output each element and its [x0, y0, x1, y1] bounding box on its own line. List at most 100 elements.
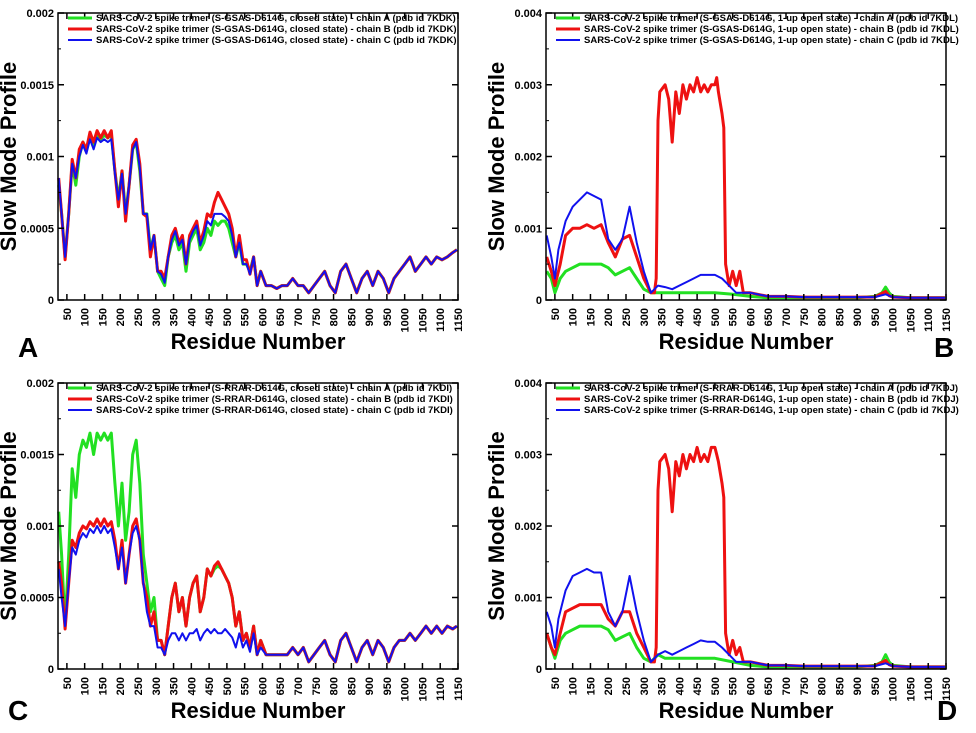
x-tick-label: 1000 — [888, 677, 900, 701]
y-tick-label: 0.004 — [514, 8, 542, 20]
x-tick-label: 650 — [275, 677, 287, 695]
y-tick-label: 0 — [48, 664, 54, 676]
x-tick-label: 1150 — [453, 677, 465, 701]
x-tick-label: 800 — [329, 677, 341, 695]
x-tick-label: 950 — [382, 677, 394, 695]
panel-letter: A — [18, 332, 38, 363]
x-tick-label: 900 — [852, 308, 864, 326]
panel-c: 0 0.0005 0.001 0.0015 0.002 50 100 150 200 250 300… — [0, 378, 465, 726]
x-tick-label: 550 — [240, 308, 252, 326]
x-axis-title: Residue Number — [171, 329, 346, 354]
series-line-chain-c — [57, 525, 458, 663]
x-tick-label: 500 — [710, 308, 722, 326]
x-tick-label: 200 — [115, 677, 127, 695]
x-tick-label: 950 — [870, 308, 882, 326]
x-tick-label: 750 — [799, 677, 811, 695]
x-tick-label: 250 — [133, 677, 145, 695]
y-tick-label: 0.002 — [26, 8, 54, 20]
x-tick-label: 100 — [80, 677, 92, 695]
y-tick-label: 0.001 — [26, 521, 54, 533]
legend-label: SARS-CoV-2 spike trimer (S-RRAR-D614G, c… — [96, 405, 453, 416]
x-tick-label: 350 — [657, 308, 669, 326]
panel-letter: C — [8, 695, 28, 726]
y-tick-label: 0.002 — [514, 521, 542, 533]
x-tick-label: 850 — [834, 677, 846, 695]
x-tick-label: 400 — [674, 308, 686, 326]
x-tick-label: 1100 — [435, 308, 447, 332]
x-tick-label: 1050 — [417, 308, 429, 332]
legend-label: SARS-CoV-2 spike trimer (S-GSAS-D614G, c… — [96, 35, 457, 46]
legend-label: SARS-CoV-2 spike trimer (S-GSAS-D614G, 1… — [584, 24, 959, 35]
x-tick-label: 100 — [568, 677, 580, 695]
y-tick-label: 0.0005 — [20, 593, 54, 605]
x-tick-label: 1050 — [417, 677, 429, 701]
x-tick-label: 550 — [240, 677, 252, 695]
x-tick-label: 1000 — [888, 308, 900, 332]
y-tick-label: 0.001 — [26, 152, 54, 164]
x-tick-label: 600 — [257, 677, 269, 695]
x-tick-label: 150 — [97, 308, 109, 326]
x-tick-label: 50 — [62, 677, 74, 689]
x-tick-label: 550 — [728, 308, 740, 326]
x-tick-label: 250 — [621, 308, 633, 326]
x-tick-label: 100 — [80, 308, 92, 326]
y-tick-label: 0.003 — [514, 80, 542, 92]
series-line-chain-b — [545, 445, 945, 669]
y-tick-label: 0 — [48, 295, 54, 307]
series-line-chain-c — [57, 136, 458, 294]
x-tick-label: 450 — [204, 308, 216, 326]
x-tick-label: 900 — [364, 677, 376, 695]
x-axis-title: Residue Number — [171, 698, 346, 723]
x-tick-label: 150 — [97, 677, 109, 695]
x-tick-label: 750 — [311, 308, 323, 326]
y-axis-title: Slow Mode Profile — [0, 62, 21, 251]
x-tick-label: 700 — [293, 308, 305, 326]
panel-letter: B — [934, 332, 954, 363]
x-tick-label: 1050 — [905, 308, 917, 332]
series-line-chain-a — [57, 133, 458, 295]
panel-b: 0 0.001 0.002 0.003 0.004 50 100 150 200 250 300 35… — [484, 8, 959, 363]
x-tick-label: 650 — [763, 308, 775, 326]
x-tick-label: 800 — [817, 308, 829, 326]
x-tick-label: 300 — [151, 677, 163, 695]
x-tick-label: 100 — [568, 308, 580, 326]
x-tick-label: 300 — [151, 308, 163, 326]
x-tick-label: 600 — [745, 308, 757, 326]
panel-letter: D — [937, 695, 957, 726]
y-tick-label: 0 — [536, 295, 542, 307]
x-tick-label: 750 — [799, 308, 811, 326]
x-tick-label: 300 — [639, 677, 651, 695]
x-tick-label: 450 — [692, 677, 704, 695]
x-tick-label: 650 — [763, 677, 775, 695]
y-tick-label: 0.004 — [514, 378, 542, 390]
x-tick-label: 1050 — [905, 677, 917, 701]
x-tick-label: 950 — [870, 677, 882, 695]
x-tick-label: 600 — [745, 677, 757, 695]
x-tick-label: 1000 — [400, 308, 412, 332]
x-tick-label: 800 — [817, 677, 829, 695]
x-tick-label: 1100 — [435, 677, 447, 701]
x-tick-label: 400 — [186, 677, 198, 695]
x-tick-label: 950 — [382, 308, 394, 326]
y-tick-label: 0.0015 — [20, 450, 54, 462]
legend-label: SARS-CoV-2 spike trimer (S-GSAS-D614G, c… — [96, 13, 456, 24]
x-tick-label: 200 — [115, 308, 127, 326]
y-tick-label: 0.002 — [514, 152, 542, 164]
x-axis-title: Residue Number — [659, 698, 834, 723]
y-tick-label: 0.002 — [26, 378, 54, 390]
x-tick-label: 50 — [550, 677, 562, 689]
x-tick-label: 300 — [639, 308, 651, 326]
y-axis-title: Slow Mode Profile — [0, 431, 21, 620]
x-tick-label: 1000 — [400, 677, 412, 701]
panel-a: 0 0.0005 0.001 0.0015 0.002 50 100 150 200 250 300… — [0, 8, 465, 363]
x-tick-label: 1150 — [941, 308, 953, 332]
y-tick-label: 0.0015 — [20, 80, 54, 92]
x-tick-label: 200 — [603, 677, 615, 695]
x-tick-label: 700 — [781, 308, 793, 326]
x-tick-label: 750 — [311, 677, 323, 695]
x-tick-label: 250 — [133, 308, 145, 326]
series-line-chain-a — [57, 431, 458, 664]
panel-d: 0 0.001 0.002 0.003 0.004 50 100 150 200 250 300 35… — [484, 378, 959, 726]
legend-label: SARS-CoV-2 spike trimer (S-RRAR-D614G, c… — [96, 383, 452, 394]
